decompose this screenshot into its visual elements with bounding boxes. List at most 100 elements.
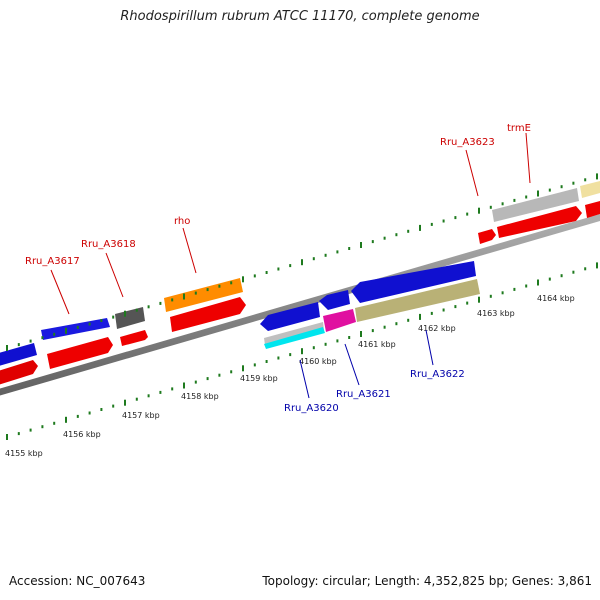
minor-tick — [218, 373, 221, 377]
minor-tick — [312, 346, 315, 350]
minor-tick — [525, 284, 528, 288]
leader-line — [344, 343, 360, 386]
feature-red — [478, 229, 496, 244]
major-tick — [537, 190, 539, 197]
major-tick — [419, 224, 421, 231]
minor-tick — [100, 319, 103, 322]
minor-tick — [442, 219, 445, 223]
minor-tick — [336, 250, 339, 254]
feature-silver — [264, 322, 324, 345]
major-tick — [596, 262, 598, 269]
minor-tick — [41, 425, 44, 429]
minor-tick — [560, 185, 563, 189]
minor-tick — [560, 274, 563, 278]
minor-tick — [407, 229, 410, 233]
kbp-label: 4157 kbp — [122, 411, 160, 420]
feature-blue — [351, 261, 476, 303]
major-tick — [65, 327, 67, 334]
kbp-label: 4163 kbp — [477, 309, 515, 318]
minor-tick — [348, 247, 351, 250]
minor-tick — [265, 271, 268, 274]
kbp-label: 4160 kbp — [299, 357, 337, 366]
gene-label-forward: Rru_A3623 — [440, 137, 495, 148]
minor-tick — [572, 270, 575, 274]
major-tick — [419, 313, 421, 320]
minor-tick — [88, 411, 91, 415]
minor-tick — [29, 428, 32, 432]
major-tick — [124, 399, 126, 406]
forward-gene-labels: Rru_A3617 Rru_A3618 rho Rru_A3623 trmE — [25, 123, 531, 315]
leader-line — [50, 269, 70, 315]
minor-tick — [383, 325, 386, 329]
reverse-gene-labels: Rru_A3620 Rru_A3621 Rru_A3622 — [284, 329, 465, 414]
minor-tick — [135, 308, 138, 312]
major-tick — [6, 434, 8, 440]
minor-tick — [430, 311, 433, 315]
minor-tick — [253, 363, 256, 367]
reverse-tick-track — [6, 262, 598, 440]
minor-tick — [395, 322, 398, 326]
feature-khaki — [580, 181, 600, 198]
kbp-label: 4159 kbp — [240, 374, 278, 383]
minor-tick — [147, 394, 150, 398]
minor-tick — [289, 264, 292, 268]
minor-tick — [53, 421, 56, 425]
minor-tick — [466, 212, 469, 216]
forward-tick-track — [6, 173, 598, 351]
minor-tick — [489, 205, 492, 209]
minor-tick — [466, 301, 469, 305]
major-tick — [301, 348, 303, 355]
minor-tick — [206, 288, 209, 292]
major-tick — [124, 310, 126, 317]
minor-tick — [371, 329, 374, 333]
feature-cyan — [264, 327, 325, 349]
gene-label-forward: rho — [174, 216, 190, 227]
minor-tick — [112, 404, 115, 408]
kbp-labels: 4155 kbp 4156 kbp 4157 kbp 4158 kbp 4159… — [5, 294, 575, 458]
minor-tick — [159, 390, 162, 394]
minor-tick — [277, 267, 280, 271]
minor-tick — [265, 360, 268, 363]
minor-tick — [407, 318, 410, 322]
major-tick — [183, 293, 185, 300]
kbp-label: 4162 kbp — [418, 324, 456, 333]
minor-tick — [17, 432, 20, 436]
accession-text: Accession: NC_007643 — [9, 574, 146, 588]
feature-red — [170, 297, 246, 332]
kbp-label: 4158 kbp — [181, 392, 219, 401]
feature-red — [120, 330, 148, 346]
minor-tick — [194, 380, 197, 384]
minor-tick — [194, 291, 197, 295]
gene-label-forward: Rru_A3618 — [81, 239, 136, 250]
gene-label-forward: trmE — [507, 123, 531, 134]
minor-tick — [525, 195, 528, 199]
minor-tick — [135, 397, 138, 401]
feature-orange — [164, 278, 243, 312]
kbp-label: 4156 kbp — [63, 430, 101, 439]
feature-red — [47, 337, 113, 369]
minor-tick — [513, 287, 516, 291]
feature-magenta — [323, 309, 356, 332]
minor-tick — [501, 202, 504, 206]
major-tick — [301, 259, 303, 266]
minor-tick — [501, 291, 504, 295]
leader-line — [425, 329, 434, 366]
kbp-label: 4164 kbp — [537, 294, 575, 303]
gene-label-reverse: Rru_A3622 — [410, 369, 465, 380]
minor-tick — [584, 178, 587, 182]
minor-tick — [171, 298, 174, 302]
minor-tick — [53, 332, 56, 336]
major-tick — [537, 279, 539, 286]
minor-tick — [336, 339, 339, 343]
minor-tick — [489, 294, 492, 298]
minor-tick — [253, 274, 256, 278]
minor-tick — [112, 315, 115, 319]
genome-title: Rhodospirillum rubrum ATCC 11170, comple… — [120, 9, 480, 24]
minor-tick — [76, 325, 79, 329]
leader-line — [182, 227, 197, 274]
genome-backbone — [0, 214, 600, 396]
gene-label-forward: Rru_A3617 — [25, 256, 80, 267]
feature-red — [497, 206, 582, 238]
minor-tick — [430, 222, 433, 226]
